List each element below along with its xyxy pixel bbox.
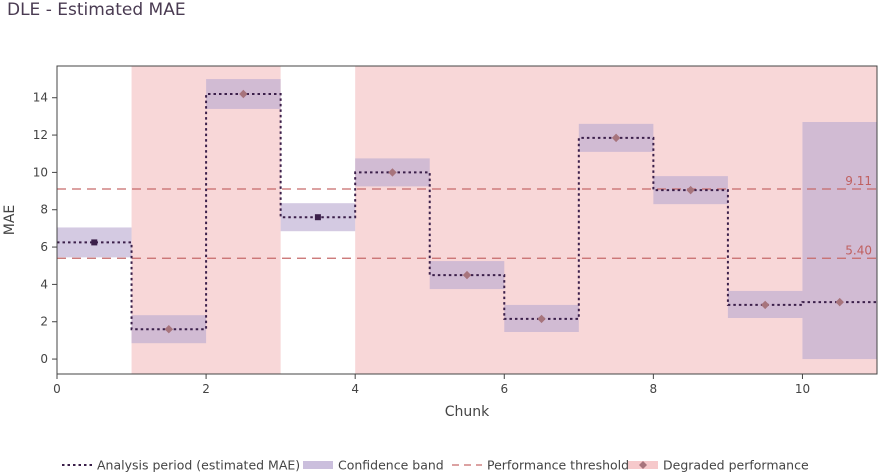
- legend: Analysis period (estimated MAE) Confidenc…: [62, 458, 809, 473]
- x-tick-label: 10: [795, 382, 810, 396]
- y-ticks: 0 2 4 6 8 10 12 14: [33, 91, 57, 366]
- y-tick-label: 0: [40, 352, 48, 366]
- degraded-marker: [239, 89, 248, 99]
- legend-label: Analysis period (estimated MAE): [97, 458, 300, 473]
- threshold-label: 5.40: [845, 243, 872, 257]
- y-tick-label: 10: [33, 165, 48, 179]
- degraded-marker: [686, 185, 695, 195]
- x-tick-label: 6: [500, 382, 508, 396]
- x-ticks: 0 2 4 6 8 10: [53, 374, 810, 396]
- y-tick-label: 2: [40, 315, 48, 329]
- plot-frame: [56, 65, 878, 375]
- degraded-marker: [835, 297, 844, 307]
- legend-label: Confidence band: [338, 458, 444, 473]
- confidence-band: [802, 122, 877, 360]
- degraded-marker: [611, 133, 621, 143]
- y-tick-label: 8: [40, 203, 48, 217]
- legend-symbol-band: [303, 461, 333, 469]
- chart-title: DLE - Estimated MAE: [7, 0, 186, 20]
- degraded-region: [355, 66, 877, 374]
- x-tick-label: 8: [650, 382, 658, 396]
- legend-symbol-degraded-marker: [639, 461, 647, 469]
- x-tick-label: 0: [53, 382, 61, 396]
- x-axis-label: Chunk: [445, 404, 490, 420]
- marker-layer: [91, 89, 844, 334]
- legend-label: Degraded performance: [663, 458, 809, 473]
- x-tick-label: 4: [351, 382, 359, 396]
- y-tick-label: 4: [40, 277, 48, 291]
- y-tick-label: 14: [33, 91, 48, 105]
- degraded-marker: [164, 325, 174, 334]
- x-tick-label: 2: [202, 382, 210, 396]
- legend-label: Performance threshold: [487, 458, 629, 473]
- degraded-marker: [462, 270, 472, 280]
- degraded-marker: [760, 300, 770, 310]
- degraded-marker: [537, 314, 546, 324]
- degraded-background-layer: [131, 66, 877, 374]
- threshold-label: 9.11: [845, 174, 872, 188]
- estimate-marker: [314, 214, 321, 221]
- y-tick-label: 6: [40, 240, 48, 254]
- threshold-layer: 9.11 5.40: [57, 174, 877, 259]
- y-axis-label: MAE: [2, 205, 18, 236]
- degraded-marker: [388, 168, 397, 177]
- y-tick-label: 12: [33, 128, 48, 142]
- estimate-marker: [91, 239, 98, 246]
